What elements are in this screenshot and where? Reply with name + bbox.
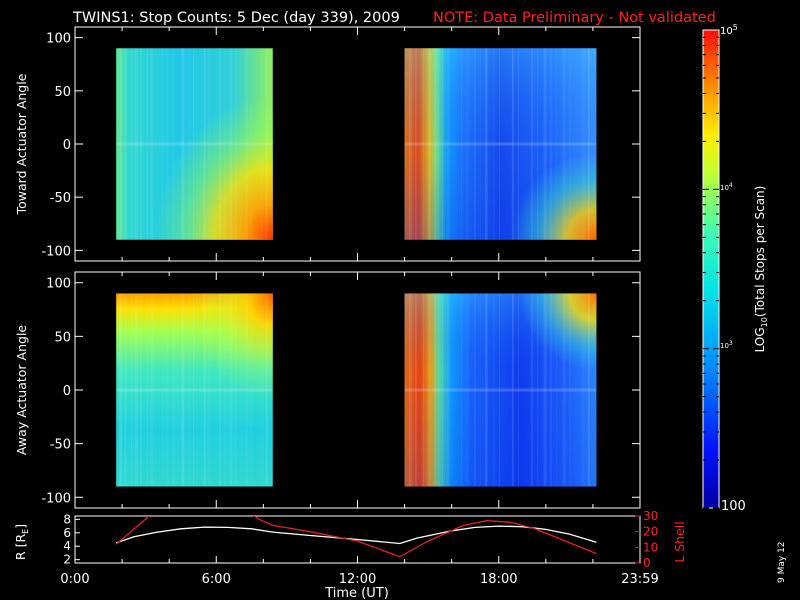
away-ytick-label: -100: [41, 491, 71, 506]
away-ytick-label: 100: [46, 277, 71, 292]
away-data-block-2: [404, 293, 597, 487]
away-ytick-label: 0: [63, 384, 71, 399]
time-tick-label: 0:00: [60, 572, 89, 587]
time-tick-label: 12:00: [339, 572, 376, 587]
toward-block-2-overlay: [404, 48, 597, 240]
page-title: TWINS1: Stop Counts: 5 Dec (day 339), 20…: [72, 10, 400, 26]
away-panel: -100 -50 0 50 100 Away Actuator Angle: [14, 271, 641, 509]
r-ytick-label: 8: [63, 512, 71, 526]
colorbar-title: LOG10(Total Stops per Scan): [753, 186, 769, 353]
toward-panel: -100 -50 0 50 100 Toward Actuator Angle: [14, 26, 641, 262]
r-ytick-label: 4: [63, 539, 71, 553]
time-tick-label: 6:00: [202, 572, 231, 587]
toward-ytick-label: 100: [46, 32, 71, 47]
l-shell-ytick-label: 0: [643, 556, 651, 570]
away-block-1-overlay: [116, 293, 273, 487]
away-ytick-label: 50: [54, 330, 71, 345]
l-shell-ytick-label: 30: [643, 509, 658, 523]
r-distance-line: [115, 525, 597, 545]
r-ytick-label: 6: [63, 526, 71, 540]
toward-data-block-1: [115, 48, 273, 240]
colorbar-gradient: [702, 29, 720, 509]
colorbar-tick-100000: 105: [720, 23, 738, 37]
time-tick-label: 18:00: [480, 572, 517, 587]
toward-ytick-label: 50: [54, 85, 71, 100]
toward-ytick-label: -100: [41, 244, 71, 259]
l-shell-line: [115, 516, 597, 558]
colorbar: 105 104 103 100 LOG10(Total Stops per Sc…: [702, 23, 769, 514]
away-data-block-1: [115, 293, 273, 487]
toward-ytick-label: -50: [50, 191, 71, 206]
away-block-2-overlay: [404, 293, 597, 487]
toward-block-1-overlay: [116, 48, 273, 240]
toward-ytick-label: 0: [63, 138, 71, 153]
toward-y-axis-label: Toward Actuator Angle: [14, 73, 29, 215]
r-axis-label: R [RE]: [13, 524, 30, 560]
l-shell-axis-label: L Shell: [672, 521, 687, 562]
date-stamp: 9 May 12: [777, 541, 787, 583]
away-ytick-label: -50: [50, 438, 71, 453]
toward-data-block-2: [404, 48, 597, 240]
away-y-axis-label: Away Actuator Angle: [14, 325, 29, 456]
r-ytick-label: 2: [63, 553, 71, 567]
colorbar-tick-10000: 104: [720, 182, 733, 192]
l-shell-ytick-label: 20: [643, 525, 658, 539]
colorbar-tick-1000: 103: [720, 340, 733, 350]
colorbar-tick-100: 100: [721, 499, 746, 514]
preliminary-note: NOTE: Data Preliminary - Not validated: [433, 10, 716, 26]
time-tick-label: 23:59: [621, 572, 658, 587]
l-shell-ytick-label: 10: [643, 540, 658, 554]
time-axis-label: Time (UT): [324, 586, 389, 600]
